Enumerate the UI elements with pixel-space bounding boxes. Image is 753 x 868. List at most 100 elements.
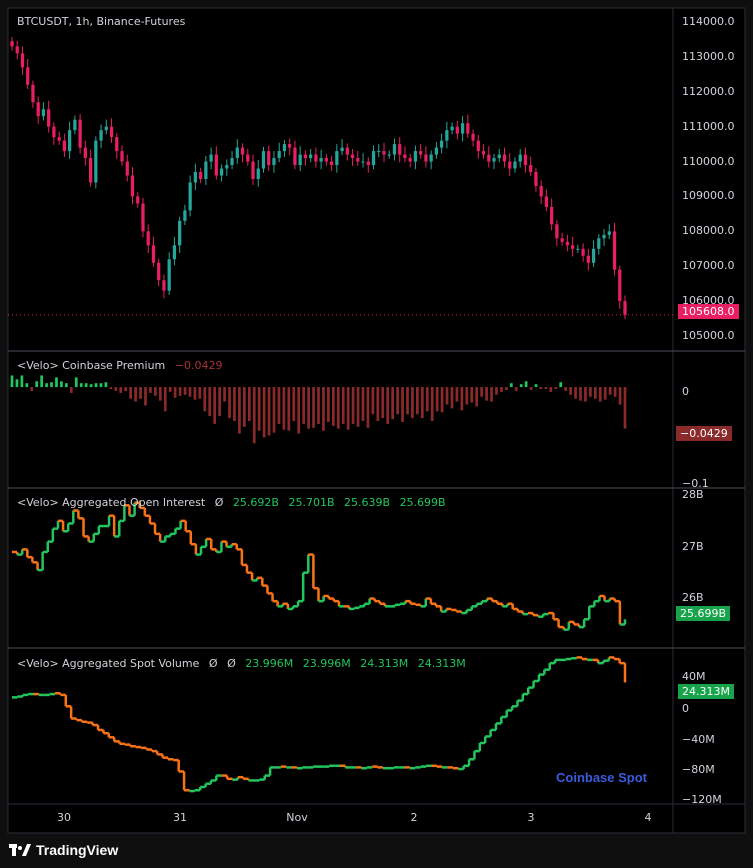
price-candle — [267, 151, 271, 166]
premium-bar — [40, 375, 44, 388]
price-candle — [272, 158, 276, 166]
price-candle — [178, 220, 182, 246]
premium-bar — [435, 387, 439, 412]
premium-bar — [139, 387, 142, 399]
price-candle — [68, 130, 72, 152]
price-candle — [565, 241, 569, 246]
premium-bar — [228, 387, 231, 419]
price-candle — [167, 259, 171, 291]
price-candle — [497, 154, 501, 159]
premium-bar — [233, 387, 236, 421]
price-candle — [309, 154, 313, 159]
premium-bar — [124, 387, 128, 391]
premium-bar — [361, 387, 365, 421]
premium-bar — [252, 387, 256, 444]
price-candle — [340, 147, 344, 152]
price-candle — [487, 154, 491, 162]
price-candle — [612, 231, 617, 270]
premium-bar — [376, 387, 380, 421]
premium-bar — [20, 375, 24, 388]
premium-bar — [173, 387, 177, 398]
price-candle — [282, 144, 287, 152]
premium-bar — [262, 387, 266, 438]
premium-bar — [163, 387, 167, 412]
price-candle — [183, 210, 187, 221]
premium-bar — [623, 387, 627, 429]
tradingview-logo[interactable]: TradingView — [9, 842, 118, 858]
premium-bar — [134, 387, 137, 402]
price-candle — [83, 147, 87, 159]
spot-legend[interactable]: <Velo> Aggregated Spot Volume Ø Ø 23.996… — [17, 657, 466, 670]
oi-last-badge: 25.699B — [676, 606, 731, 621]
premium-bar — [223, 387, 226, 402]
price-candle — [361, 161, 365, 163]
price-candle — [555, 224, 559, 239]
premium-bar — [317, 387, 320, 424]
premium-bar — [322, 387, 325, 431]
premium-bar — [475, 387, 479, 407]
premium-bar — [302, 387, 306, 424]
premium-bar — [218, 387, 221, 417]
tradingview-logo-icon — [9, 844, 31, 856]
premium-bar — [539, 387, 543, 390]
premium-bar — [238, 387, 241, 434]
time-tick-label: 30 — [57, 811, 71, 824]
premium-bar — [287, 387, 291, 431]
premium-bar — [292, 387, 296, 421]
premium-bar — [455, 387, 459, 402]
price-candle — [88, 158, 93, 183]
price-candle — [204, 161, 208, 179]
premium-bar — [569, 387, 572, 395]
price-candle — [539, 185, 543, 197]
premium-bar — [584, 387, 587, 402]
premium-bar — [168, 387, 172, 392]
premium-tick-label: −0.1 — [682, 477, 709, 490]
premium-bar — [79, 383, 83, 388]
premium-bar — [341, 387, 345, 424]
spot-last-badge: 24.313M — [678, 684, 734, 699]
price-candle — [523, 154, 528, 166]
premium-bar — [504, 387, 508, 390]
oi-legend[interactable]: <Velo> Aggregated Open Interest Ø 25.692… — [17, 496, 446, 509]
price-candle — [219, 168, 224, 176]
price-candle — [481, 151, 486, 155]
spot-tick-label: −40M — [682, 733, 715, 746]
premium-bar — [534, 384, 538, 388]
price-candle — [356, 158, 360, 162]
price-candle — [597, 238, 601, 249]
time-tick-label: 31 — [173, 811, 187, 824]
price-candle — [141, 203, 145, 232]
oi-tick-label: 26B — [682, 591, 704, 604]
premium-bar — [490, 387, 493, 402]
premium-bar — [297, 387, 301, 434]
price-candle — [41, 109, 46, 117]
premium-bar — [420, 387, 424, 419]
price-candle — [47, 109, 51, 127]
price-candle — [576, 248, 580, 250]
premium-bar — [564, 387, 568, 391]
price-tick-label: 108000.0 — [682, 224, 735, 238]
premium-bar — [579, 387, 582, 401]
price-candle — [57, 137, 61, 141]
price-candle — [115, 137, 119, 152]
price-candle — [62, 140, 67, 152]
price-candle — [460, 123, 465, 134]
price-candle — [408, 158, 412, 162]
price-candle — [198, 172, 203, 179]
time-tick-label: Nov — [286, 811, 308, 824]
premium-legend[interactable]: <Velo> Coinbase Premium −0.0429 — [17, 359, 222, 372]
price-candle — [382, 151, 386, 155]
premium-bar — [154, 387, 157, 396]
price-candle — [20, 53, 25, 68]
price-candle — [73, 119, 77, 131]
premium-bar — [144, 387, 147, 406]
spot-tick-label: −80M — [682, 763, 715, 776]
premium-bar — [242, 387, 246, 427]
premium-bar — [351, 387, 355, 424]
symbol-title-text: BTCUSDT, 1h, Binance-Futures — [17, 15, 186, 28]
premium-bar — [25, 383, 29, 388]
symbol-title[interactable]: BTCUSDT, 1h, Binance-Futures — [17, 15, 185, 28]
premium-bar — [465, 387, 469, 405]
